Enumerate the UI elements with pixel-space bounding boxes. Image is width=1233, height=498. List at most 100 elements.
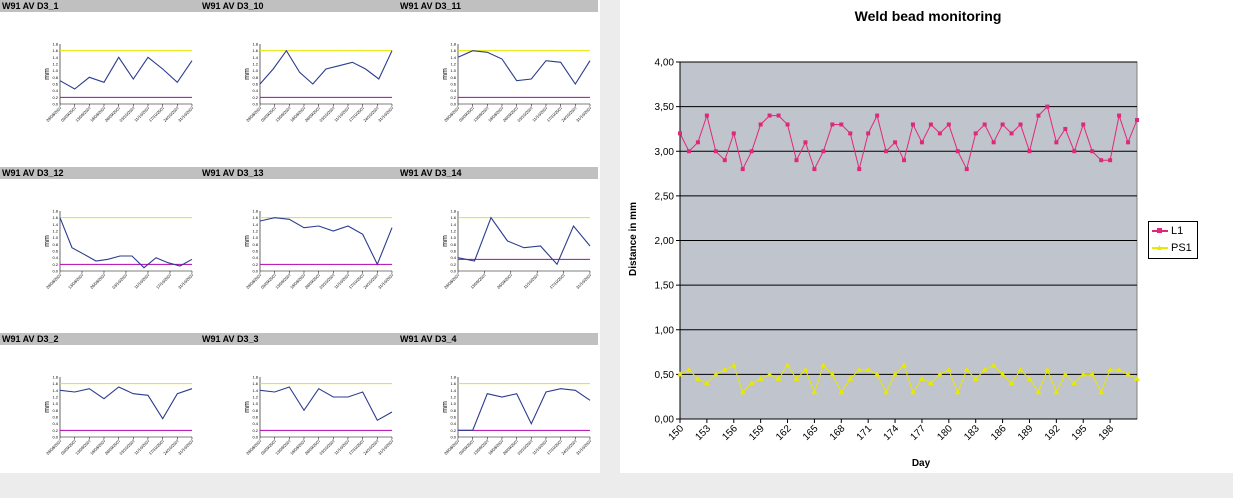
point-l1	[785, 122, 790, 127]
point-ps1	[703, 380, 710, 386]
x-tick-label: 198	[1097, 423, 1117, 443]
mini-x-tick-label: 13/09/2007	[469, 272, 487, 290]
mini-chart-plot: mm0.00.20.40.60.81.01.21.41.61.829/08/20…	[44, 209, 195, 290]
point-l1	[1081, 122, 1086, 127]
mini-chart-5: W91 AV D3_13 mm 0.0 0.2 0.4 0.6 0.8 1.0 1.2 1.4 1.…	[200, 167, 400, 332]
x-tick-label: 192	[1043, 423, 1063, 443]
point-l1	[794, 158, 799, 163]
x-tick-label: 189	[1016, 423, 1036, 443]
weld-bead-chart-panel: Weld bead monitoring Distance in mm Day …	[620, 0, 1233, 473]
mini-y-axis-label: mm	[44, 235, 51, 247]
point-l1	[740, 167, 745, 172]
mini-x-tick-label: 31/10/2007	[177, 438, 195, 456]
mini-x-tick-label: 31/10/2007	[177, 105, 195, 123]
point-l1	[1090, 149, 1095, 154]
mini-y-tick-label: 0.2	[252, 428, 258, 433]
mini-y-tick-label: 1.2	[252, 229, 258, 234]
y-tick-label: 1,00	[655, 325, 675, 336]
point-l1	[1117, 113, 1122, 118]
mini-y-tick-label: 0.8	[252, 242, 258, 247]
point-l1	[919, 140, 924, 145]
mini-y-tick-label: 0.6	[450, 249, 456, 254]
mini-chart-header: W91 AV D3_10	[200, 0, 400, 12]
mini-y-tick-label: 0.8	[52, 242, 58, 247]
x-tick-label: 150	[667, 423, 687, 443]
mini-y-tick-label: 0.2	[52, 262, 58, 267]
mini-y-tick-label: 0.0	[252, 269, 258, 274]
mini-x-tick-label: 31/10/2007	[575, 272, 593, 290]
point-ps1	[927, 380, 934, 386]
point-l1	[1045, 104, 1050, 109]
mini-y-tick-label: 0.6	[252, 415, 258, 420]
point-l1	[812, 167, 817, 172]
point-ps1	[1044, 366, 1051, 372]
mini-y-tick-label: 0.4	[52, 255, 58, 260]
mini-y-axis-label: mm	[442, 235, 449, 247]
mini-y-tick-label: 0.6	[450, 82, 456, 87]
mini-x-tick-label: 11/10/2007	[522, 272, 540, 290]
point-ps1	[874, 371, 881, 377]
point-ps1	[847, 375, 854, 381]
point-l1	[695, 140, 700, 145]
point-ps1	[883, 389, 890, 395]
point-l1	[928, 122, 933, 127]
mini-chart-plot: mm0.00.20.40.60.81.01.21.41.61.829/08/20…	[44, 42, 195, 123]
mini-y-tick-label: 1.4	[450, 388, 456, 393]
point-ps1	[712, 371, 719, 377]
series-line-ps1	[679, 364, 1138, 394]
point-l1	[839, 122, 844, 127]
point-ps1	[1107, 366, 1114, 372]
y-tick-label: 3,50	[655, 102, 675, 113]
weld-bead-chart: Weld bead monitoring Distance in mm Day …	[628, 8, 1140, 469]
mini-y-tick-label: 1.4	[450, 55, 456, 60]
mini-x-tick-label: 31/10/2007	[575, 105, 593, 123]
legend-marker-ps1	[1157, 245, 1162, 250]
small-multiples-panel: W91 AV D3_1 mm 0.0 0.2 0.4 0.6 0.8 1.0 1.2 1.4 1.6…	[0, 0, 600, 473]
mini-y-tick-label: 1.0	[52, 401, 58, 406]
mini-chart-header: W91 AV D3_2	[0, 333, 200, 345]
mini-chart-8: W91 AV D3_3 mm 0.0 0.2 0.4 0.6 0.8 1.0 1.2 1.4 1.6…	[200, 333, 400, 498]
mini-y-tick-label: 0.6	[450, 415, 456, 420]
point-l1	[893, 140, 898, 145]
chart-legend: L1 PS1	[1148, 221, 1198, 259]
point-ps1	[1071, 380, 1078, 386]
point-ps1	[936, 371, 943, 377]
point-ps1	[757, 375, 764, 381]
mini-y-tick-label: 0.6	[252, 82, 258, 87]
legend-marker-l1	[1157, 228, 1162, 233]
point-ps1	[954, 389, 961, 395]
mini-y-tick-label: 0.2	[52, 95, 58, 100]
point-ps1	[1134, 375, 1140, 381]
point-ps1	[990, 362, 997, 368]
mini-y-tick-label: 1.6	[450, 381, 456, 386]
point-ps1	[1098, 389, 1105, 395]
x-tick-label: 183	[962, 423, 982, 443]
mini-y-axis-label: mm	[442, 401, 449, 413]
mini-chart-3: W91 AV D3_11 mm 0.0 0.2 0.4 0.6 0.8 1.0 1.2 1.4 1.…	[398, 0, 598, 165]
point-l1	[875, 113, 880, 118]
point-l1	[1072, 149, 1077, 154]
y-tick-label: 4,00	[655, 58, 675, 69]
mini-y-tick-label: 1.8	[52, 209, 58, 214]
mini-y-tick-label: 0.0	[252, 102, 258, 107]
mini-chart-1: W91 AV D3_1 mm 0.0 0.2 0.4 0.6 0.8 1.0 1.2 1.4 1.6…	[0, 0, 200, 165]
mini-y-tick-label: 1.2	[252, 395, 258, 400]
mini-y-tick-label: 1.2	[450, 62, 456, 67]
mini-y-tick-label: 0.8	[52, 408, 58, 413]
mini-y-tick-label: 1.6	[252, 48, 258, 53]
point-l1	[902, 158, 907, 163]
mini-chart-6: W91 AV D3_14 mm 0.0 0.2 0.4 0.6 0.8 1.0 1.2 1.4 1.…	[398, 167, 598, 332]
mini-y-tick-label: 0.6	[52, 82, 58, 87]
mini-x-tick-label: 03/10/2007	[111, 272, 129, 290]
point-l1	[704, 113, 709, 118]
mini-chart-title: W91 AV D3_12	[2, 168, 64, 178]
mini-y-tick-label: 0.4	[252, 255, 258, 260]
x-tick-label: 162	[774, 423, 794, 443]
y-tick-label: 0,50	[655, 370, 675, 381]
point-ps1	[811, 389, 818, 395]
mini-y-tick-label: 0.0	[450, 102, 456, 107]
point-l1	[731, 131, 736, 136]
x-tick-label: 165	[801, 423, 821, 443]
y-tick-label: 0,00	[655, 415, 675, 426]
mini-y-tick-label: 0.4	[52, 88, 58, 93]
